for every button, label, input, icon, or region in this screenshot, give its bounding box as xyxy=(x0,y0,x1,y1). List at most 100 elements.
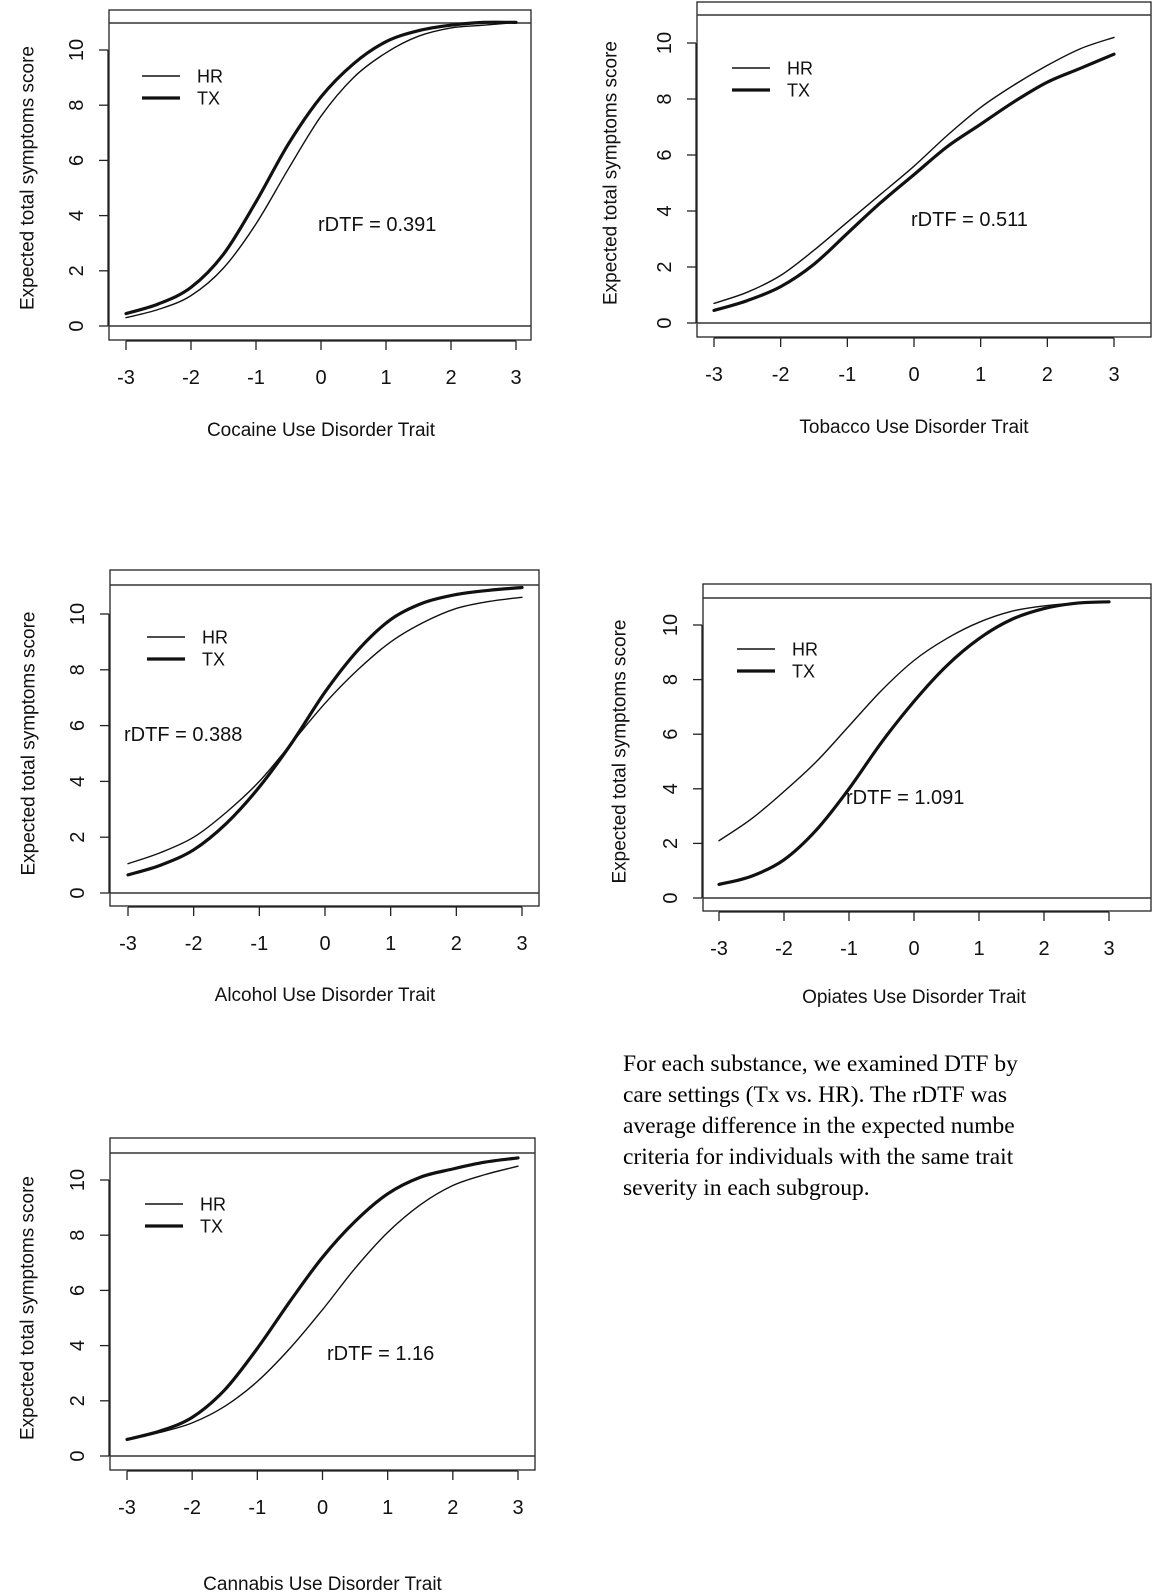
y-tick-label: 6 xyxy=(67,720,89,731)
y-tick-label: 0 xyxy=(67,1450,89,1461)
y-tick-label: 8 xyxy=(660,674,682,685)
legend-label-tx: TX xyxy=(202,649,225,669)
x-tick-label: -1 xyxy=(838,364,856,386)
x-tick-label: 1 xyxy=(382,1497,393,1519)
y-tick-label: 8 xyxy=(654,93,676,104)
x-axis-label: Tobacco Use Disorder Trait xyxy=(799,417,1029,438)
x-axis: -3 -2 -1 0 1 2 3 xyxy=(118,1470,524,1519)
chart-panel: -3 -2 -1 0 1 2 3 Cocaine Use Disorder Trait 0 2 4 6… xyxy=(18,9,532,441)
caption-line: For each substance, we examined DTF by xyxy=(623,1051,1018,1077)
x-tick-label: -3 xyxy=(117,367,135,389)
y-tick-label: 6 xyxy=(66,155,88,166)
x-tick-label: 1 xyxy=(385,933,396,955)
x-tick-label: 3 xyxy=(1108,364,1119,386)
series-line-tx xyxy=(712,52,1116,312)
x-tick-label: 0 xyxy=(908,938,919,960)
y-axis-label: Expected total symptoms score xyxy=(19,612,40,876)
x-tick-label: -2 xyxy=(183,1497,201,1519)
y-tick-label: 8 xyxy=(67,664,89,675)
caption-line: average difference in the expected numbe xyxy=(623,1113,1015,1139)
y-tick-label: 4 xyxy=(660,783,682,794)
rdtf-annotation: rDTF = 0.391 xyxy=(318,214,436,236)
y-axis-label: Expected total symptoms score xyxy=(601,41,622,305)
x-tick-label: -1 xyxy=(248,1497,266,1519)
y-axis: 0 2 4 6 8 10 xyxy=(67,603,110,899)
x-tick-label: -3 xyxy=(119,933,137,955)
caption-line: severity in each subgroup. xyxy=(623,1175,870,1201)
y-axis: 0 2 4 6 8 10 xyxy=(66,39,109,332)
y-tick-label: 8 xyxy=(66,100,88,111)
y-axis: 0 2 4 6 8 10 xyxy=(654,32,697,329)
x-tick-label: -1 xyxy=(247,367,265,389)
y-tick-label: 8 xyxy=(67,1230,89,1241)
legend-label-hr: HR xyxy=(200,1194,226,1214)
y-tick-label: 0 xyxy=(67,887,89,898)
legend-label-hr: HR xyxy=(197,66,223,86)
y-tick-label: 10 xyxy=(66,39,88,61)
x-tick-label: 0 xyxy=(908,364,919,386)
x-tick-label: -3 xyxy=(705,364,723,386)
series-line-tx xyxy=(124,20,518,316)
y-axis: 0 2 4 6 8 10 xyxy=(67,1169,110,1462)
x-tick-label: 3 xyxy=(512,1497,523,1519)
y-tick-label: 2 xyxy=(654,261,676,272)
x-tick-label: -2 xyxy=(185,933,203,955)
y-tick-label: 6 xyxy=(654,149,676,160)
x-tick-label: 1 xyxy=(380,367,391,389)
rdtf-annotation: rDTF = 0.511 xyxy=(911,209,1028,231)
chart-panel: -3 -2 -1 0 1 2 3 Cannabis Use Disorder Trait 0 2 4… xyxy=(18,1137,536,1595)
x-tick-label: -1 xyxy=(250,933,268,955)
x-tick-label: 2 xyxy=(451,933,462,955)
rdtf-annotation: rDTF = 1.16 xyxy=(327,1343,434,1365)
x-tick-label: 2 xyxy=(1042,364,1053,386)
legend-label-tx: TX xyxy=(200,1216,223,1236)
y-tick-label: 0 xyxy=(66,320,88,331)
x-axis-label: Cocaine Use Disorder Trait xyxy=(207,420,436,441)
x-tick-label: -3 xyxy=(118,1497,136,1519)
x-tick-label: 1 xyxy=(975,364,986,386)
y-tick-label: 10 xyxy=(654,32,676,54)
y-tick-label: 10 xyxy=(67,603,89,625)
x-tick-label: -2 xyxy=(182,367,200,389)
y-tick-label: 0 xyxy=(660,892,682,903)
y-tick-label: 4 xyxy=(67,1340,89,1351)
x-tick-label: -2 xyxy=(775,938,793,960)
x-tick-label: 1 xyxy=(973,938,984,960)
x-tick-label: 0 xyxy=(317,1497,328,1519)
y-tick-label: 4 xyxy=(66,210,88,221)
x-axis: -3 -2 -1 0 1 2 3 xyxy=(705,337,1120,386)
chart-panel: -3 -2 -1 0 1 2 3 Tobacco Use Disorder Trait 0 2 4 6… xyxy=(601,1,1152,438)
x-tick-label: 3 xyxy=(1103,938,1114,960)
chart-panel: -3 -2 -1 0 1 2 3 Alcohol Use Disorder Trait 0 2 4 6… xyxy=(19,569,540,1006)
y-tick-label: 10 xyxy=(660,614,682,636)
chart-panel: -3 -2 -1 0 1 2 3 Opiates Use Disorder Trait 0 2 4 6… xyxy=(610,583,1152,1008)
x-axis-label: Alcohol Use Disorder Trait xyxy=(215,985,436,1006)
caption-paragraph: For each substance, we examined DTF by c… xyxy=(623,1049,1152,1209)
y-axis-label: Expected total symptoms score xyxy=(18,46,39,310)
series-line-hr xyxy=(713,36,1115,305)
caption-line: care settings (Tx vs. HR). The rDTF was xyxy=(623,1082,1007,1108)
x-tick-label: -2 xyxy=(772,364,790,386)
rdtf-annotation: rDTF = 0.388 xyxy=(124,724,242,746)
plot-frame xyxy=(702,583,1152,912)
y-tick-label: 2 xyxy=(66,265,88,276)
y-tick-label: 4 xyxy=(654,205,676,216)
y-tick-label: 6 xyxy=(67,1285,89,1296)
rdtf-annotation: rDTF = 1.091 xyxy=(846,787,964,809)
caption-line: criteria for individuals with the same t… xyxy=(623,1144,1014,1170)
series-line-hr xyxy=(127,596,523,865)
legend-label-hr: HR xyxy=(787,58,813,78)
x-tick-label: 2 xyxy=(1038,938,1049,960)
y-tick-label: 0 xyxy=(654,317,676,328)
x-tick-label: 2 xyxy=(447,1497,458,1519)
series-line-hr xyxy=(718,601,1110,842)
x-axis-label: Opiates Use Disorder Trait xyxy=(802,987,1027,1008)
series-line-hr xyxy=(125,21,517,319)
y-tick-label: 2 xyxy=(67,1395,89,1406)
x-axis-label: Cannabis Use Disorder Trait xyxy=(203,1574,442,1595)
